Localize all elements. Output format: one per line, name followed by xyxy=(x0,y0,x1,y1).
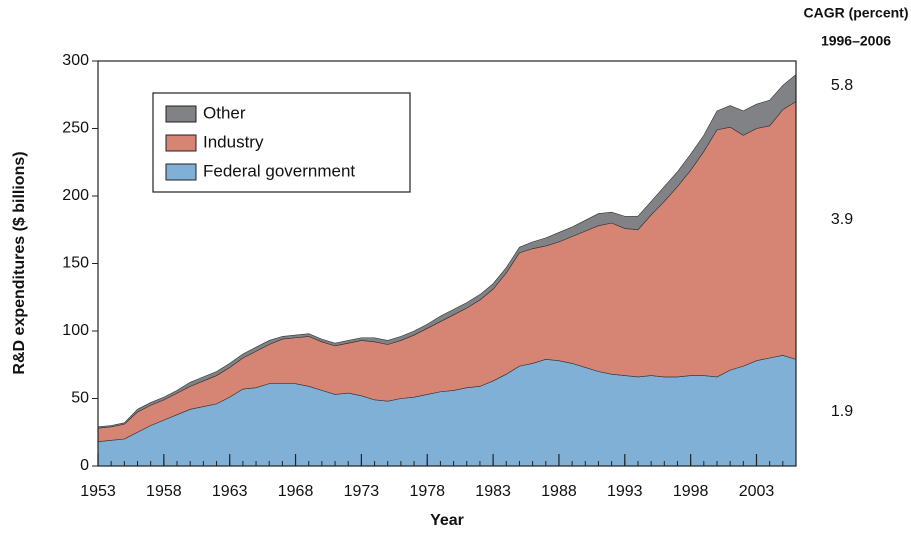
x-tick-label: 1973 xyxy=(344,483,380,500)
legend-swatch xyxy=(165,105,197,123)
legend-label: Other xyxy=(203,103,246,122)
y-tick-label: 200 xyxy=(62,187,89,204)
y-tick-label: 100 xyxy=(62,322,89,339)
annotation: 5.8 xyxy=(831,77,853,94)
x-tick-label: 2003 xyxy=(739,483,775,500)
y-axis-title: R&D expenditures ($ billions) xyxy=(11,151,28,374)
y-tick-label: 300 xyxy=(62,52,89,69)
x-tick-label: 1963 xyxy=(212,483,248,500)
annotation: 3.9 xyxy=(831,211,853,228)
x-tick-label: 1953 xyxy=(80,483,116,500)
annotation-period: 1996–2006 xyxy=(821,33,891,49)
x-tick-label: 1958 xyxy=(146,483,182,500)
legend-swatch xyxy=(165,163,197,181)
annotation: 1.9 xyxy=(831,403,853,420)
legend-label: Industry xyxy=(203,132,264,151)
legend-label: Federal government xyxy=(203,161,355,180)
x-tick-label: 1988 xyxy=(541,483,577,500)
x-tick-label: 1968 xyxy=(278,483,314,500)
x-tick-label: 1993 xyxy=(607,483,643,500)
annotation-title: CAGR (percent) xyxy=(803,5,908,21)
y-tick-label: 50 xyxy=(71,390,89,407)
x-tick-label: 1998 xyxy=(673,483,709,500)
y-tick-label: 250 xyxy=(62,120,89,137)
legend-swatch xyxy=(165,134,197,152)
x-axis-title: Year xyxy=(430,512,464,529)
x-tick-label: 1978 xyxy=(409,483,445,500)
x-tick-label: 1983 xyxy=(475,483,511,500)
y-tick-label: 150 xyxy=(62,255,89,272)
y-tick-label: 0 xyxy=(80,457,89,474)
